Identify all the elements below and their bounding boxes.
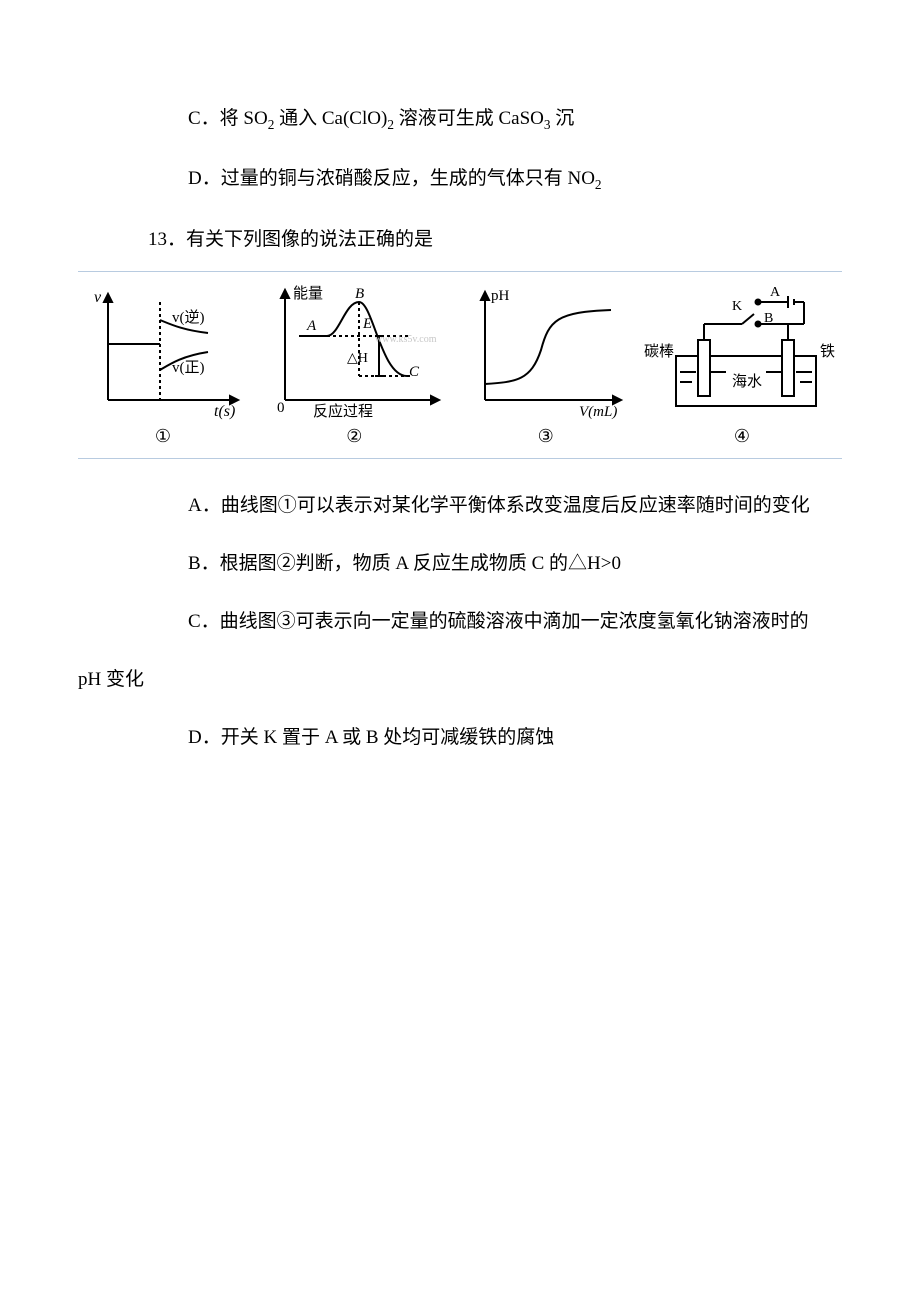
axis-label: 能量 xyxy=(293,285,323,302)
node-label: K xyxy=(732,299,742,314)
figure-3: pH V(mL) ③ xyxy=(461,280,631,454)
watermark: www.ks5v.com xyxy=(375,334,437,345)
text: D．过量的铜与浓硝酸反应，生成的气体只有 NO xyxy=(188,168,595,189)
figure-row: v t(s) v(逆) v(正) ① xyxy=(78,271,842,459)
node-label: B xyxy=(764,311,773,326)
curve-label: v(逆) xyxy=(172,309,205,326)
point-label: C xyxy=(409,364,420,380)
text: 通入 Ca(ClO) xyxy=(274,108,387,129)
electrode-label: 铁 xyxy=(820,343,835,360)
axis-label: t(s) xyxy=(214,403,235,420)
chart-1-svg: v t(s) v(逆) v(正) xyxy=(78,280,248,420)
page: C．将 SO2 通入 Ca(ClO)2 溶液可生成 CaSO3 沉 D．过量的铜… xyxy=(0,0,920,817)
electrode-label: 碳棒 xyxy=(644,343,674,360)
sub: 2 xyxy=(387,117,394,132)
node-label: A xyxy=(770,285,781,300)
point-label: B xyxy=(355,286,364,302)
option-c-line1: C．曲线图③可表示向一定量的硫酸溶液中滴加一定浓度氢氧化钠溶液时的 xyxy=(78,603,842,641)
text: 沉 xyxy=(551,108,575,129)
option-c-line2: pH 变化 xyxy=(78,661,842,699)
chart-3-svg: pH V(mL) xyxy=(461,280,631,420)
figure-1: v t(s) v(逆) v(正) ① xyxy=(78,280,248,454)
point-label: E xyxy=(362,316,372,332)
figure-number: ③ xyxy=(538,418,554,454)
question-13-stem: 13．有关下列图像的说法正确的是 xyxy=(78,221,842,259)
text: C．将 SO xyxy=(188,108,268,129)
figure-number: ④ xyxy=(734,418,750,454)
axis-label: 反应过程 xyxy=(313,402,373,420)
chart-2-svg: 能量 0 A B E C △H 反应过程 www.ks5v.com xyxy=(259,280,449,420)
curve-label: v(正) xyxy=(172,360,205,376)
figure-4: A K B 碳棒 铁 海水 ④ xyxy=(642,280,842,454)
figure-number: ① xyxy=(155,418,171,454)
delta-h-label: △H xyxy=(347,351,368,366)
figure-2: 能量 0 A B E C △H 反应过程 www.ks5v.com ② xyxy=(259,280,449,454)
option-a: A．曲线图①可以表示对某化学平衡体系改变温度后反应速率随时间的变化 xyxy=(78,487,842,525)
sub: 3 xyxy=(544,117,551,132)
axis-label: V(mL) xyxy=(579,404,617,420)
liquid-label: 海水 xyxy=(732,373,762,390)
prev-option-c: C．将 SO2 通入 Ca(ClO)2 溶液可生成 CaSO3 沉 xyxy=(78,100,842,138)
option-d: D．开关 K 置于 A 或 B 处均可减缓铁的腐蚀 xyxy=(78,719,842,757)
point-label: A xyxy=(306,318,317,334)
prev-option-d: D．过量的铜与浓硝酸反应，生成的气体只有 NO2 xyxy=(78,160,842,198)
sub: 2 xyxy=(595,177,602,192)
origin-label: 0 xyxy=(277,400,285,416)
figure-number: ② xyxy=(346,418,362,454)
axis-label: v xyxy=(94,289,102,306)
axis-label: pH xyxy=(491,288,510,304)
text: 溶液可生成 CaSO xyxy=(394,108,544,129)
option-b: B．根据图②判断，物质 A 反应生成物质 C 的△H>0 xyxy=(78,545,842,583)
diagram-4-svg: A K B 碳棒 铁 海水 xyxy=(642,280,842,420)
